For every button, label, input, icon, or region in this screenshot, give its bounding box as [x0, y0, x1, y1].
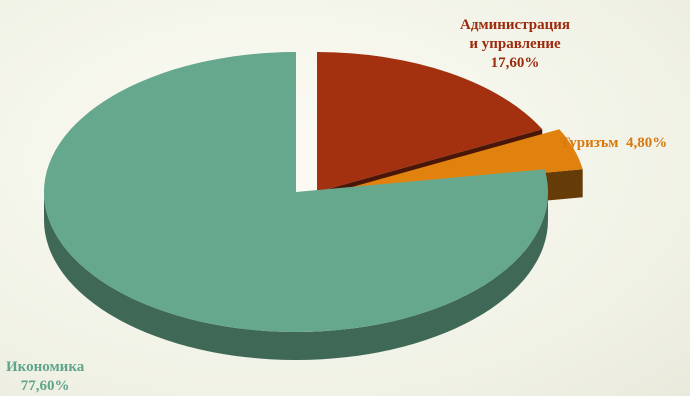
- label-tourism-name: Туризъм: [560, 135, 619, 151]
- label-administration-line2: и управление: [469, 36, 561, 52]
- label-economy: Икономика 77,60%: [6, 358, 84, 396]
- label-economy-name: Икономика: [6, 359, 85, 375]
- label-administration: Администрация и управление 17,60%: [440, 16, 590, 73]
- label-economy-value: 77,60%: [20, 378, 70, 394]
- label-tourism: Туризъм 4,80%: [560, 134, 667, 153]
- label-administration-value: 17,60%: [490, 55, 540, 71]
- pie-slice-2: [44, 52, 549, 360]
- pie-slice-side-2: [44, 192, 548, 360]
- pie-slice-top-1: [334, 129, 583, 192]
- pie-slice-top-2: [44, 52, 549, 333]
- pie-slice-top-0: [317, 52, 543, 192]
- label-tourism-value: 4,80%: [625, 135, 668, 151]
- label-administration-line1: Администрация: [459, 17, 571, 33]
